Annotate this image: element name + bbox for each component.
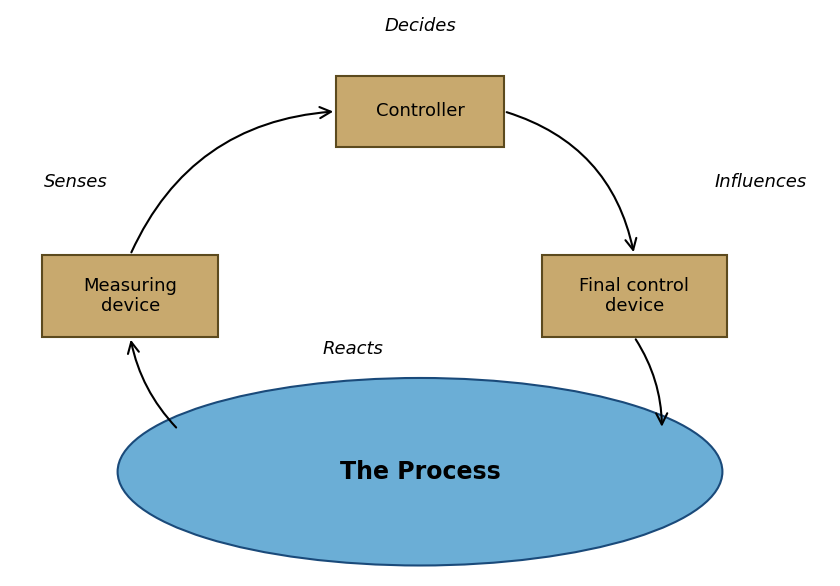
Text: The Process: The Process bbox=[339, 460, 501, 483]
Text: Controller: Controller bbox=[375, 103, 465, 120]
FancyBboxPatch shape bbox=[336, 76, 504, 146]
FancyBboxPatch shape bbox=[542, 255, 727, 337]
FancyBboxPatch shape bbox=[42, 255, 218, 337]
Text: Influences: Influences bbox=[714, 173, 806, 190]
Text: Final control
device: Final control device bbox=[580, 277, 689, 315]
Text: Senses: Senses bbox=[44, 173, 108, 190]
Text: Reacts: Reacts bbox=[323, 340, 383, 357]
Text: Decides: Decides bbox=[384, 18, 456, 35]
Text: Measuring
device: Measuring device bbox=[83, 277, 177, 315]
Ellipse shape bbox=[118, 378, 722, 565]
